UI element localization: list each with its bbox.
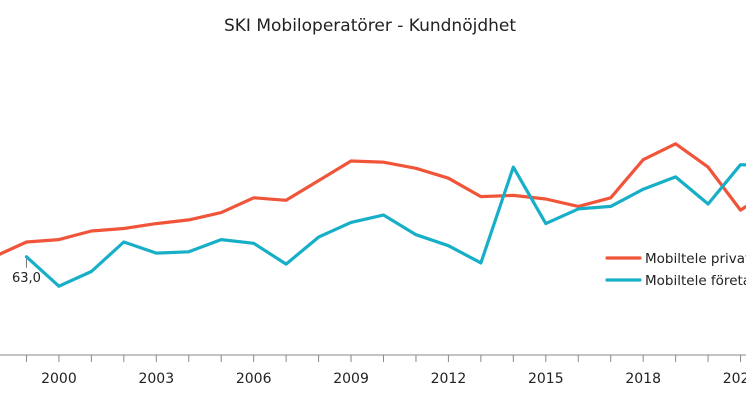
chart-title: SKI Mobiloperatörer - Kundnöjdhet: [224, 16, 516, 36]
x-tick-label: 2000: [41, 371, 77, 387]
x-tick-label: 2006: [236, 371, 272, 387]
data-label: 63,0: [12, 271, 41, 286]
x-tick-label: 2009: [333, 371, 369, 387]
data-annotations: 63,0: [12, 258, 41, 286]
legend: Mobiltele privat Mobiltele företag: [605, 251, 746, 289]
legend-label-0: Mobiltele privat: [645, 251, 746, 267]
series-line-1: [24, 163, 746, 288]
x-tick-label: 2015: [528, 371, 564, 387]
series-line-0: [0, 142, 746, 256]
x-tick-label: 2012: [431, 371, 467, 387]
series-lines: [0, 142, 746, 288]
legend-label-1: Mobiltele företag: [645, 273, 746, 289]
x-tick-label: 2003: [138, 371, 174, 387]
x-tick-label: 2018: [625, 371, 661, 387]
x-tick-label: 2021: [723, 371, 746, 387]
x-axis: 2000 2003 2006 2009 2012 2015 2018 2021: [0, 354, 746, 387]
